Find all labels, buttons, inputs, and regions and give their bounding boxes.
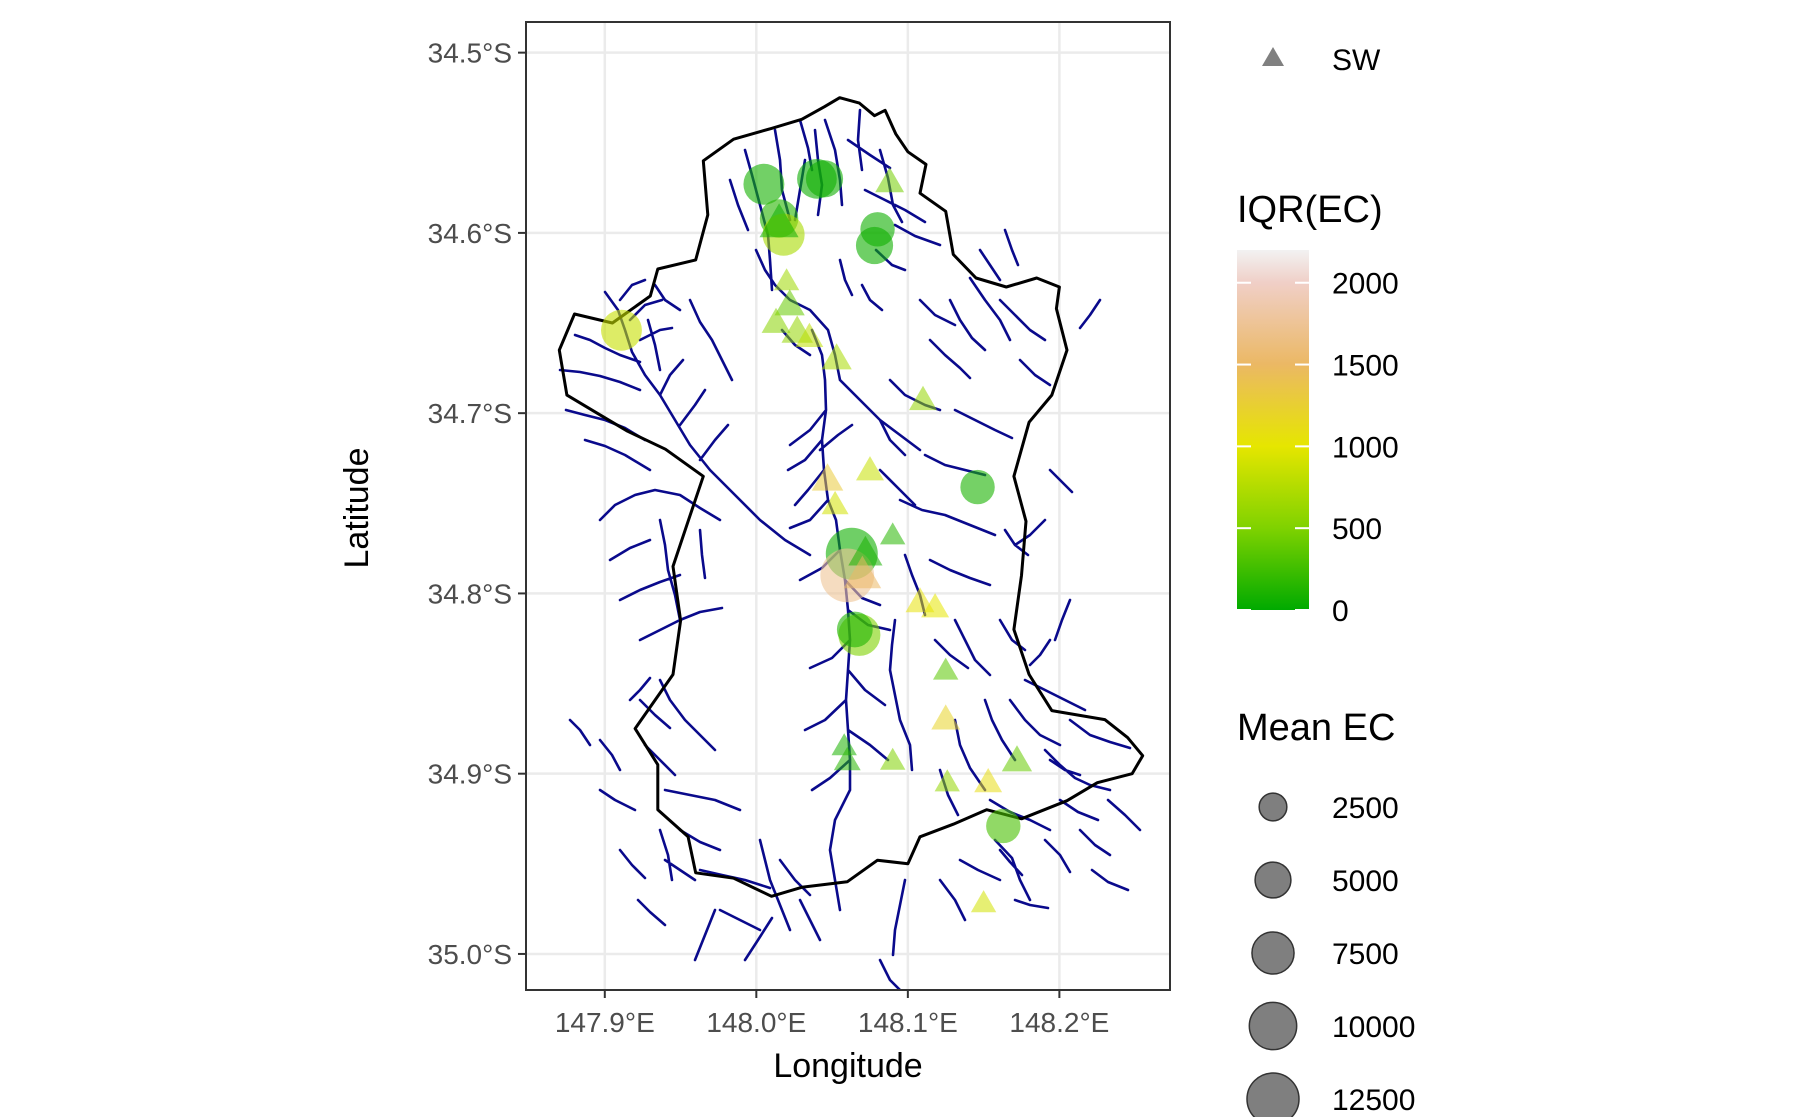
- stream-network: [558, 108, 1142, 990]
- iqr-colorbar: [1237, 250, 1309, 610]
- sw-triangle-marker: [880, 522, 906, 545]
- colorbar-tick-label: 500: [1332, 513, 1382, 546]
- iqr-color-legend: IQR(EC) 0 500 1000 1500 2000: [1237, 189, 1399, 628]
- legend-label-sw: SW: [1332, 44, 1381, 77]
- sw-triangle-marker: [909, 385, 937, 411]
- sw-triangle-marker: [843, 555, 882, 589]
- sw-triangle-marker: [921, 593, 950, 618]
- shape-legend: SW: [1262, 44, 1381, 77]
- sw-triangle-marker: [848, 535, 883, 566]
- sw-triangle-marker: [931, 704, 961, 730]
- x-tick-label: 147.9°E: [555, 1007, 655, 1038]
- colorbar-tick-label: 2000: [1332, 268, 1399, 301]
- map-panel: [525, 21, 1171, 991]
- mean-ec-size-legend: Mean EC 2500 5000 7500 10000 12500: [1237, 707, 1415, 1117]
- sw-triangle-marker: [1001, 745, 1033, 772]
- x-tick-label: 148.2°E: [1009, 1007, 1109, 1038]
- y-tick-label: 34.7°S: [428, 398, 512, 429]
- horizontal-gridlines: [526, 51, 1170, 956]
- sw-triangle-marker: [880, 747, 906, 770]
- y-axis: 34.5°S 34.6°S 34.7°S 34.8°S 34.9°S 35.0°S: [428, 38, 526, 970]
- sw-triangle-marker: [831, 733, 857, 756]
- iqr-colorbar-ticks: 0 500 1000 1500 2000: [1237, 268, 1399, 628]
- sw-triangle-marker: [759, 203, 799, 238]
- colorbar-tick-label: 0: [1332, 595, 1349, 628]
- sw-triangle-marker: [833, 746, 861, 771]
- triangle-icon: [1262, 47, 1284, 66]
- iqr-legend-title: IQR(EC): [1237, 189, 1383, 231]
- x-tick-label: 148.0°E: [706, 1007, 806, 1038]
- ec-circle-marker: [960, 469, 995, 505]
- ec-circle-marker: [836, 611, 873, 648]
- ec-triangle-markers: [759, 167, 1033, 913]
- sw-triangle-marker: [905, 587, 935, 613]
- y-tick-label: 34.8°S: [428, 578, 512, 609]
- sw-triangle-marker: [974, 768, 1003, 793]
- size-legend-label: 7500: [1332, 938, 1399, 971]
- y-axis-title: Latitude: [338, 448, 376, 569]
- sw-triangle-marker: [821, 490, 849, 515]
- sw-triangle-marker: [761, 307, 791, 333]
- sw-triangle-marker: [795, 322, 824, 347]
- colorbar-tick-label: 1000: [1332, 431, 1399, 464]
- ec-circle-marker: [855, 226, 894, 265]
- sw-triangle-marker: [821, 343, 852, 370]
- size-legend-circle: [1246, 1072, 1300, 1117]
- ec-circle-marker: [601, 309, 642, 351]
- panel-border: [525, 21, 1171, 991]
- sw-triangle-marker: [811, 463, 844, 491]
- mean-ec-legend-title: Mean EC: [1237, 707, 1395, 749]
- mean-ec-size-items: 2500 5000 7500 10000 12500: [1246, 792, 1415, 1117]
- ec-circle-marker: [743, 163, 785, 205]
- size-legend-label: 2500: [1332, 792, 1399, 825]
- x-tick-label: 148.1°E: [858, 1007, 958, 1038]
- y-tick-label: 34.5°S: [428, 38, 512, 69]
- sw-triangle-marker: [875, 167, 905, 193]
- sw-triangle-marker: [933, 657, 959, 680]
- y-tick-label: 35.0°S: [428, 939, 512, 970]
- x-axis: 147.9°E 148.0°E 148.1°E 148.2°E: [555, 990, 1109, 1038]
- sw-triangle-marker: [970, 890, 997, 913]
- size-legend-label: 12500: [1332, 1084, 1415, 1117]
- panel-background: [526, 22, 1170, 990]
- y-tick-label: 34.9°S: [428, 759, 512, 790]
- x-axis-title: Longitude: [773, 1047, 922, 1085]
- size-legend-label: 10000: [1332, 1011, 1415, 1044]
- size-legend-circle: [1258, 792, 1288, 822]
- size-legend-label: 5000: [1332, 865, 1399, 898]
- size-legend-circle: [1251, 931, 1295, 975]
- sw-triangle-marker: [773, 268, 800, 291]
- sw-triangle-marker: [856, 456, 884, 481]
- colorbar-tick-label: 1500: [1332, 350, 1399, 383]
- size-legend-circle: [1254, 861, 1292, 899]
- size-legend-circle: [1248, 1001, 1298, 1051]
- ec-circle-marker: [805, 160, 844, 198]
- y-tick-label: 34.6°S: [428, 218, 512, 249]
- sw-triangle-marker: [934, 769, 960, 792]
- ec-circle-marker: [986, 808, 1021, 844]
- sw-triangle-marker: [774, 289, 805, 316]
- catchment-boundary: [557, 96, 1145, 898]
